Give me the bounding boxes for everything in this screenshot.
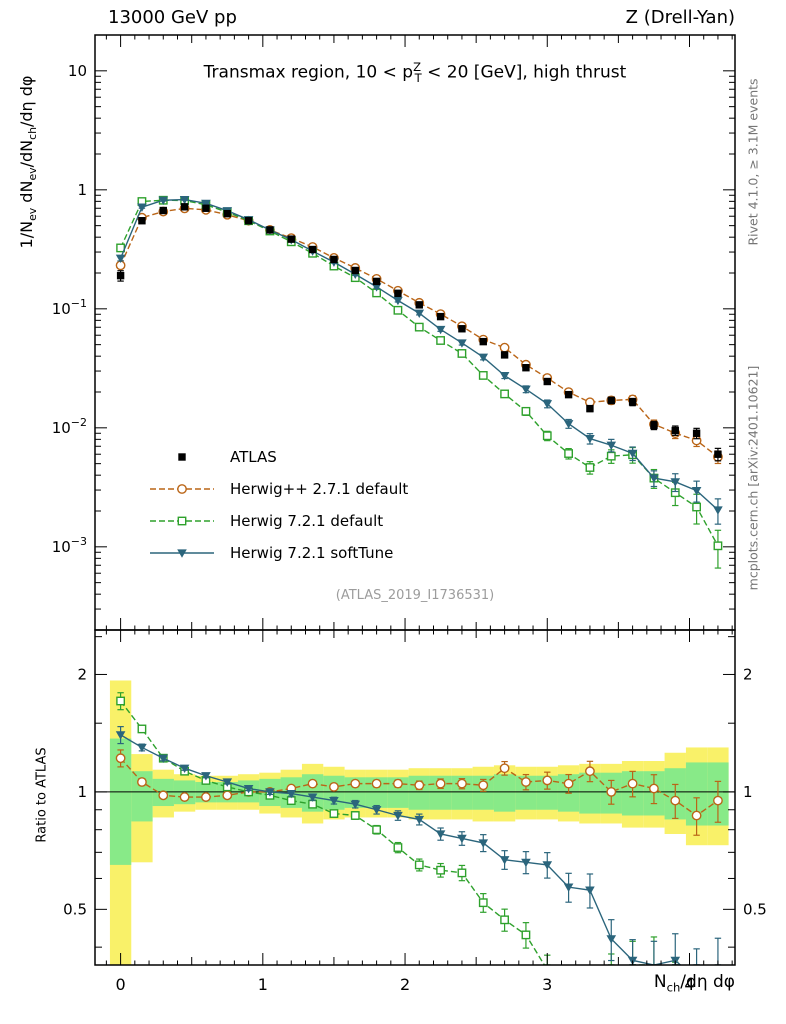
legend-marker-filled-square [178,453,186,461]
ratio-panel-content [95,680,735,965]
svg-text:0.5: 0.5 [63,900,87,918]
legend-marker-open-square [150,516,214,526]
main-panel-content [115,195,723,569]
svg-text:4: 4 [684,975,694,994]
axis-frame-ratio [94,629,736,966]
legend-label: Herwig 7.2.1 default [230,512,384,530]
axes-frame-and-ticks [94,34,736,966]
ratio-series-herwig-7-2-1-softtune [115,726,722,965]
y-axis-label-main: 1/Nev dNev/dNch/dη dφ [16,75,40,249]
rivet-version-note: Rivet 4.1.0, ≥ 3.1M events [745,78,761,246]
mcplots-arxiv-note: mcplots.cern.ch [arXiv:2401.10621] [745,365,761,591]
legend: ATLAS Herwig++ 2.7.1 default Herwig 7.2.1 … [148,441,408,569]
svg-text:10−1: 10−1 [52,297,87,318]
process-label: Z (Drell-Yan) [625,7,735,28]
legend-label: ATLAS [230,448,277,466]
ratio-series-herwig-7-2-1-default [116,692,679,965]
svg-text:1: 1 [743,783,753,801]
svg-text:2: 2 [77,665,87,683]
y-axis-label-ratio: Ratio to ATLAS [34,747,50,843]
svg-text:1: 1 [258,975,268,994]
legend-label: Herwig 7.2.1 softTune [230,544,394,562]
legend-item-herwig-2-7-1-default: Herwig++ 2.7.1 default [148,473,408,505]
svg-text:10−3: 10−3 [52,535,87,556]
uncertainty-band-green [109,738,729,865]
legend-label: Herwig++ 2.7.1 default [230,480,409,498]
svg-text:1: 1 [77,181,87,199]
svg-text:1: 1 [77,783,87,801]
series-herwig-2-7-1-default [115,203,723,465]
analysis-id-watermark: (ATLAS_2019_I1736531) [335,588,495,603]
svg-text:2: 2 [743,665,753,683]
legend-marker-filled-triangle-down [150,549,214,558]
legend-item-atlas: ATLAS [148,441,408,473]
svg-text:10−2: 10−2 [52,416,87,437]
svg-text:3: 3 [542,975,552,994]
legend-item-herwig-7-2-1-softtune: Herwig 7.2.1 softTune [148,537,408,569]
plot-title: Transmax region, 10 < pZT < 20 [GeV], hi… [203,60,627,86]
legend-item-herwig-7-2-1-default: Herwig 7.2.1 default [148,505,408,537]
uncertainty-band-yellow [109,680,729,965]
svg-text:2: 2 [400,975,410,994]
svg-text:10: 10 [68,62,87,80]
legend-marker-open-circle [150,484,214,494]
x-axis-label: Nch/dη dφ [653,972,735,995]
series-atlas [116,203,722,462]
beam-energy-label: 13000 GeV pp [108,7,237,28]
svg-text:0: 0 [116,975,126,994]
svg-text:0.5: 0.5 [743,900,767,918]
